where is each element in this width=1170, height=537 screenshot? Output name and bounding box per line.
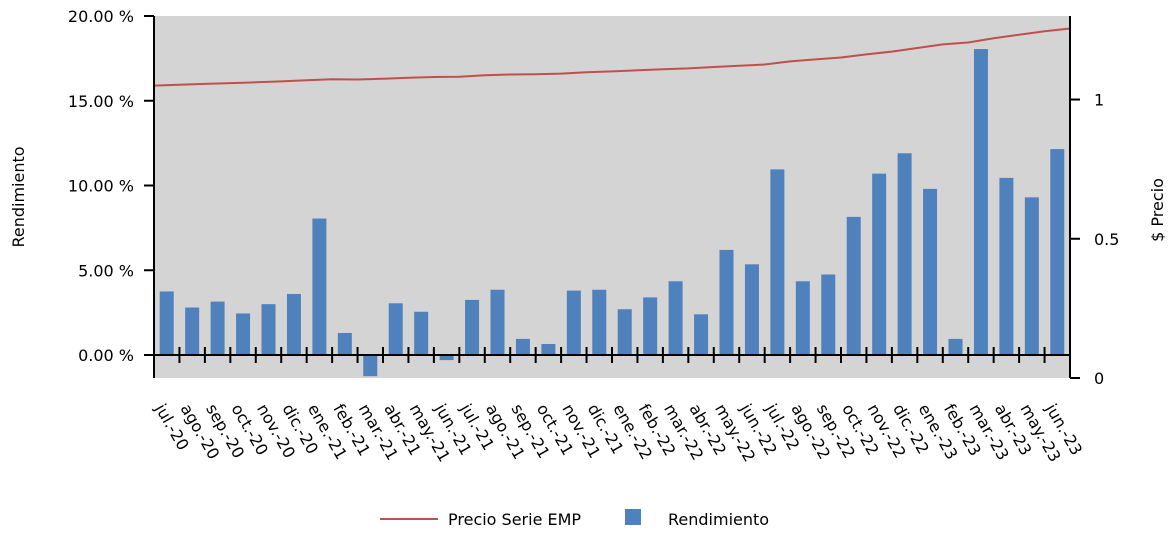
bar [923, 188, 938, 355]
bar [312, 218, 327, 355]
bar [465, 299, 480, 355]
bar [210, 301, 225, 355]
bar [541, 343, 556, 355]
bar [973, 49, 988, 356]
bar [1050, 149, 1065, 355]
legend-label-precio: Precio Serie EMP [448, 510, 581, 529]
bar [770, 169, 785, 355]
x-axis-labels: jul.-20ago.-20sep.-20oct.-20nov.-20dic.-… [151, 400, 1086, 466]
y-axis-left-ticks: 0.00 % 5.00 % 10.00 % 15.00 % 20.00 % [68, 7, 154, 365]
legend: Precio Serie EMP Rendimiento [380, 509, 769, 529]
bar [872, 173, 887, 355]
bar [261, 304, 276, 355]
bar [999, 177, 1014, 355]
bar [795, 281, 810, 355]
bar [159, 291, 174, 355]
line-series-precio [153, 27, 1071, 87]
bar [821, 274, 836, 355]
y-left-tick-label: 15.00 % [68, 92, 134, 111]
y-right-tick-label: 0.5 [1094, 230, 1119, 249]
y-left-tick-label: 20.00 % [68, 7, 134, 26]
y-left-tick-label: 10.00 % [68, 177, 134, 196]
bar [515, 338, 530, 355]
bar [490, 289, 505, 355]
bar [744, 264, 759, 355]
bar [694, 314, 709, 355]
bar [897, 153, 912, 355]
legend-square-swatch [625, 509, 641, 525]
y-axis-right-title: $ Precio [1148, 178, 1167, 242]
bar [643, 297, 658, 355]
bar-series-rendimiento [159, 49, 1065, 377]
y-left-tick-label: 0.00 % [78, 346, 134, 365]
bar [286, 293, 301, 355]
bar [337, 332, 352, 355]
bar [566, 290, 581, 355]
bar [185, 307, 200, 355]
legend-label-rendimiento: Rendimiento [668, 510, 769, 529]
bar [617, 309, 632, 355]
bar [236, 313, 251, 355]
bar [948, 338, 963, 355]
bar [846, 216, 861, 355]
bar [719, 249, 734, 355]
x-axis-ticks [153, 347, 1071, 363]
bar [363, 355, 378, 377]
y-axis-right-ticks: 00.51 [1070, 91, 1119, 388]
bar [668, 281, 683, 355]
bar [592, 289, 607, 355]
y-left-tick-label: 5.00 % [78, 261, 134, 280]
y-right-tick-label: 1 [1094, 91, 1104, 110]
bar [439, 355, 454, 361]
bar [1024, 197, 1039, 355]
plot-area [154, 16, 1070, 378]
y-right-tick-label: 0 [1094, 369, 1104, 388]
bar [414, 311, 429, 355]
y-axis-left-title: Rendimiento [9, 146, 28, 247]
bar [388, 303, 403, 355]
